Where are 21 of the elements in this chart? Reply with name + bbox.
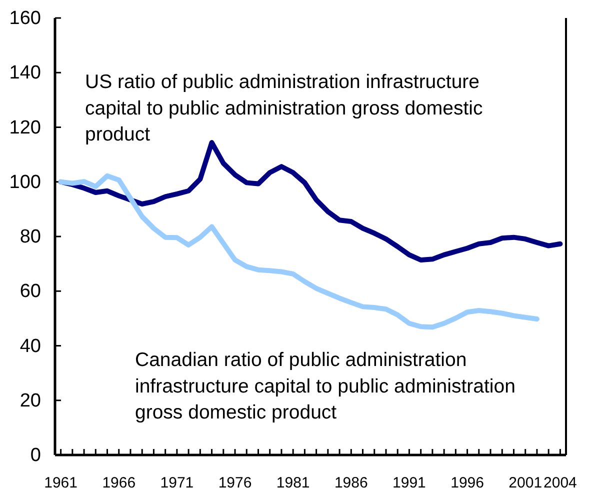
x-tick-label: 1961 xyxy=(44,474,78,492)
y-tick-label: 60 xyxy=(20,281,41,302)
x-tick-label: 1976 xyxy=(218,474,252,492)
y-tick-label: 20 xyxy=(20,390,41,412)
text: US ratio of public administration infrastructure capital to public administration gross domestic product xyxy=(85,71,484,146)
y-tick-label: 0 xyxy=(30,445,41,466)
y-tick-label: 40 xyxy=(20,336,41,357)
x-tick-label: 1981 xyxy=(276,474,310,492)
x-tick-label: 1996 xyxy=(450,474,484,492)
x-tick-label: 2001 xyxy=(508,474,542,492)
x-tick-label: 2004 xyxy=(544,474,577,492)
y-tick-label: 80 xyxy=(20,226,41,248)
x-tick-label: 1971 xyxy=(160,474,194,492)
series-label: Canadian ratio of public administration infrastructure capital to public administration gross domestic product xyxy=(135,349,516,424)
y-tick-label: 160 xyxy=(9,8,41,30)
y-tick-label: 120 xyxy=(9,117,41,138)
x-tick-label: 1966 xyxy=(102,474,136,492)
x-tick-label: 1986 xyxy=(334,474,368,492)
y-tick-label: 100 xyxy=(9,172,41,193)
x-tick-label: 1991 xyxy=(392,474,426,492)
y-tick-label: 140 xyxy=(9,62,41,84)
